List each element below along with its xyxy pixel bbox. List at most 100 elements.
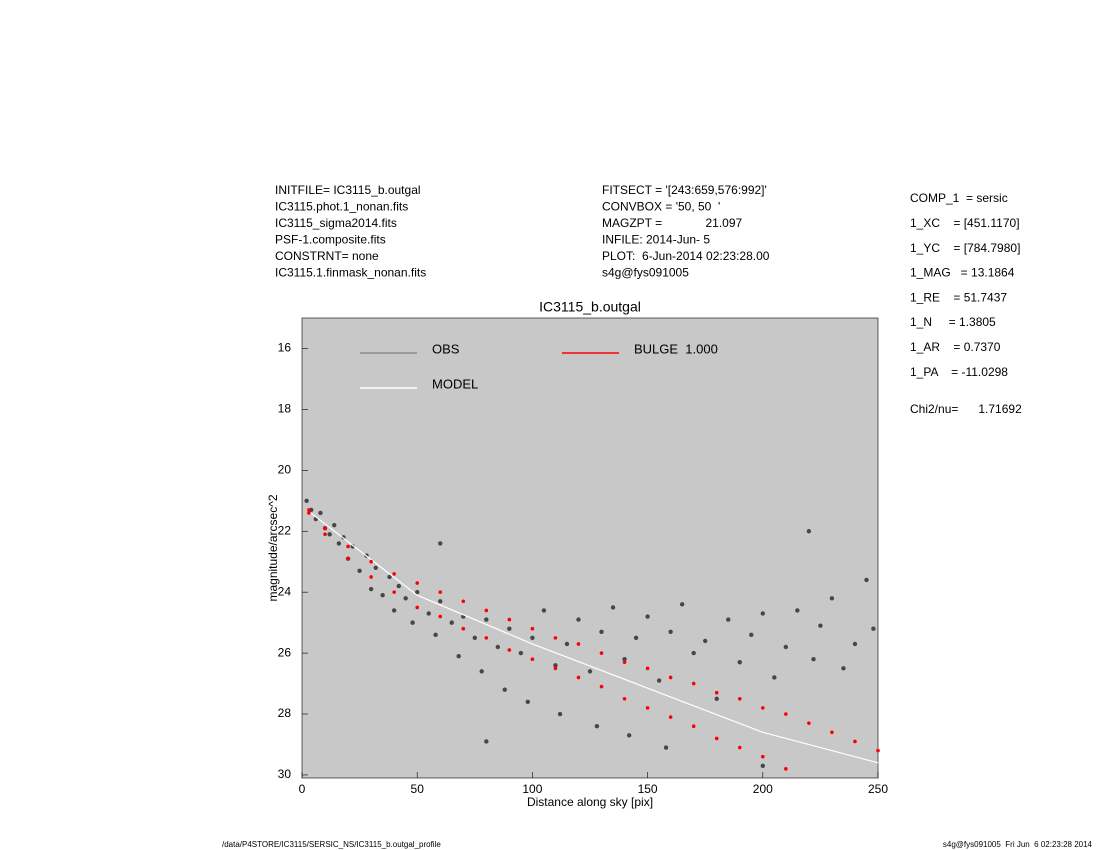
data-point — [599, 629, 604, 634]
data-point — [323, 526, 327, 530]
data-point — [806, 529, 812, 534]
data-point — [599, 651, 604, 655]
x-tick-label: 250 — [868, 782, 888, 796]
data-point — [336, 541, 342, 546]
data-point — [737, 696, 742, 701]
header-line: IC3115.phot.1_nonan.fits — [275, 200, 408, 214]
data-point — [346, 556, 350, 561]
data-point — [461, 599, 466, 604]
data-point — [332, 522, 337, 528]
parameter: 1_AR = 0.7370 — [910, 340, 1001, 354]
data-point — [784, 767, 788, 771]
chart-title: IC3115_b.outgal — [539, 299, 641, 315]
data-point — [307, 511, 311, 515]
y-tick-label: 20 — [278, 462, 292, 476]
data-point — [557, 711, 563, 717]
data-point — [307, 508, 311, 512]
data-point — [622, 656, 627, 662]
footer-right: s4g@fys091005 Fri Jun 6 02:23:28 2014 — [943, 840, 1093, 849]
y-tick-label: 28 — [278, 706, 292, 720]
data-point — [415, 581, 420, 585]
data-point — [691, 650, 696, 656]
data-point — [668, 715, 673, 719]
data-point — [645, 666, 650, 671]
data-point — [783, 644, 789, 650]
data-point — [530, 657, 535, 661]
parameter: 1_N = 1.3805 — [910, 315, 996, 329]
data-point — [576, 675, 581, 680]
data-point — [318, 510, 323, 516]
parameter: 1_YC = [784.7980] — [910, 241, 1020, 255]
legend-label: OBS — [432, 341, 460, 356]
data-point — [811, 656, 816, 662]
data-point — [426, 611, 431, 616]
data-point — [626, 733, 632, 738]
data-point — [403, 596, 408, 601]
data-point — [784, 712, 788, 716]
data-point — [737, 745, 742, 750]
header-line: PSF-1.composite.fits — [275, 233, 386, 247]
header-line: MAGZPT = 21.097 — [602, 216, 742, 230]
x-tick-label: 150 — [638, 782, 658, 796]
data-point — [610, 605, 616, 610]
data-point — [484, 739, 489, 744]
data-point — [807, 721, 811, 725]
data-point — [703, 638, 708, 644]
data-point — [599, 684, 604, 689]
data-point — [507, 626, 512, 631]
data-point — [438, 614, 443, 619]
plot-area — [301, 317, 879, 779]
x-tick-label: 0 — [299, 782, 306, 796]
y-tick-label: 30 — [278, 767, 292, 781]
data-point — [761, 706, 765, 710]
data-point — [368, 586, 374, 592]
data-point — [449, 620, 454, 625]
data-point — [553, 663, 558, 668]
data-point — [576, 617, 581, 622]
data-point — [760, 763, 765, 769]
data-point — [438, 541, 443, 546]
data-point — [691, 681, 696, 686]
header-line: INFILE: 2014-Jun- 5 — [602, 233, 710, 247]
parameter: 1_PA = -11.0298 — [910, 365, 1008, 379]
data-point — [484, 636, 489, 640]
data-point — [350, 544, 355, 549]
y-tick-label: 26 — [278, 645, 292, 659]
data-point — [525, 699, 530, 705]
data-point — [541, 608, 547, 613]
data-point — [668, 629, 673, 634]
data-point — [323, 532, 327, 537]
data-point — [622, 696, 627, 701]
data-point — [663, 745, 669, 750]
data-point — [327, 532, 332, 537]
data-point — [587, 669, 593, 674]
data-point — [714, 736, 719, 741]
data-point — [760, 611, 765, 616]
data-point — [714, 696, 719, 701]
header-line: s4g@fys091005 — [602, 266, 689, 280]
data-point — [438, 599, 443, 604]
legend-label: BULGE 1.000 — [634, 341, 718, 356]
data-point — [864, 577, 869, 583]
data-point — [876, 748, 880, 753]
data-point — [484, 617, 489, 622]
data-point — [495, 644, 501, 650]
data-point — [438, 590, 443, 594]
chi2: Chi2/nu= 1.71692 — [910, 402, 1022, 416]
data-point — [691, 724, 696, 729]
data-point — [564, 641, 570, 647]
data-point — [830, 730, 834, 735]
x-axis-label: Distance along sky [pix] — [527, 795, 653, 809]
data-point — [396, 583, 401, 589]
data-point — [841, 666, 846, 671]
data-point — [679, 602, 685, 607]
data-point — [829, 596, 835, 601]
footer-left: /data/P4STORE/IC3115/SERSIC_NS/IC3115_b.… — [222, 840, 441, 849]
data-point — [392, 590, 396, 594]
header-line: IC3115_sigma2014.fits — [275, 216, 397, 230]
data-point — [380, 593, 385, 598]
data-point — [633, 635, 639, 641]
header-line: CONSTRNT= none — [275, 249, 379, 263]
